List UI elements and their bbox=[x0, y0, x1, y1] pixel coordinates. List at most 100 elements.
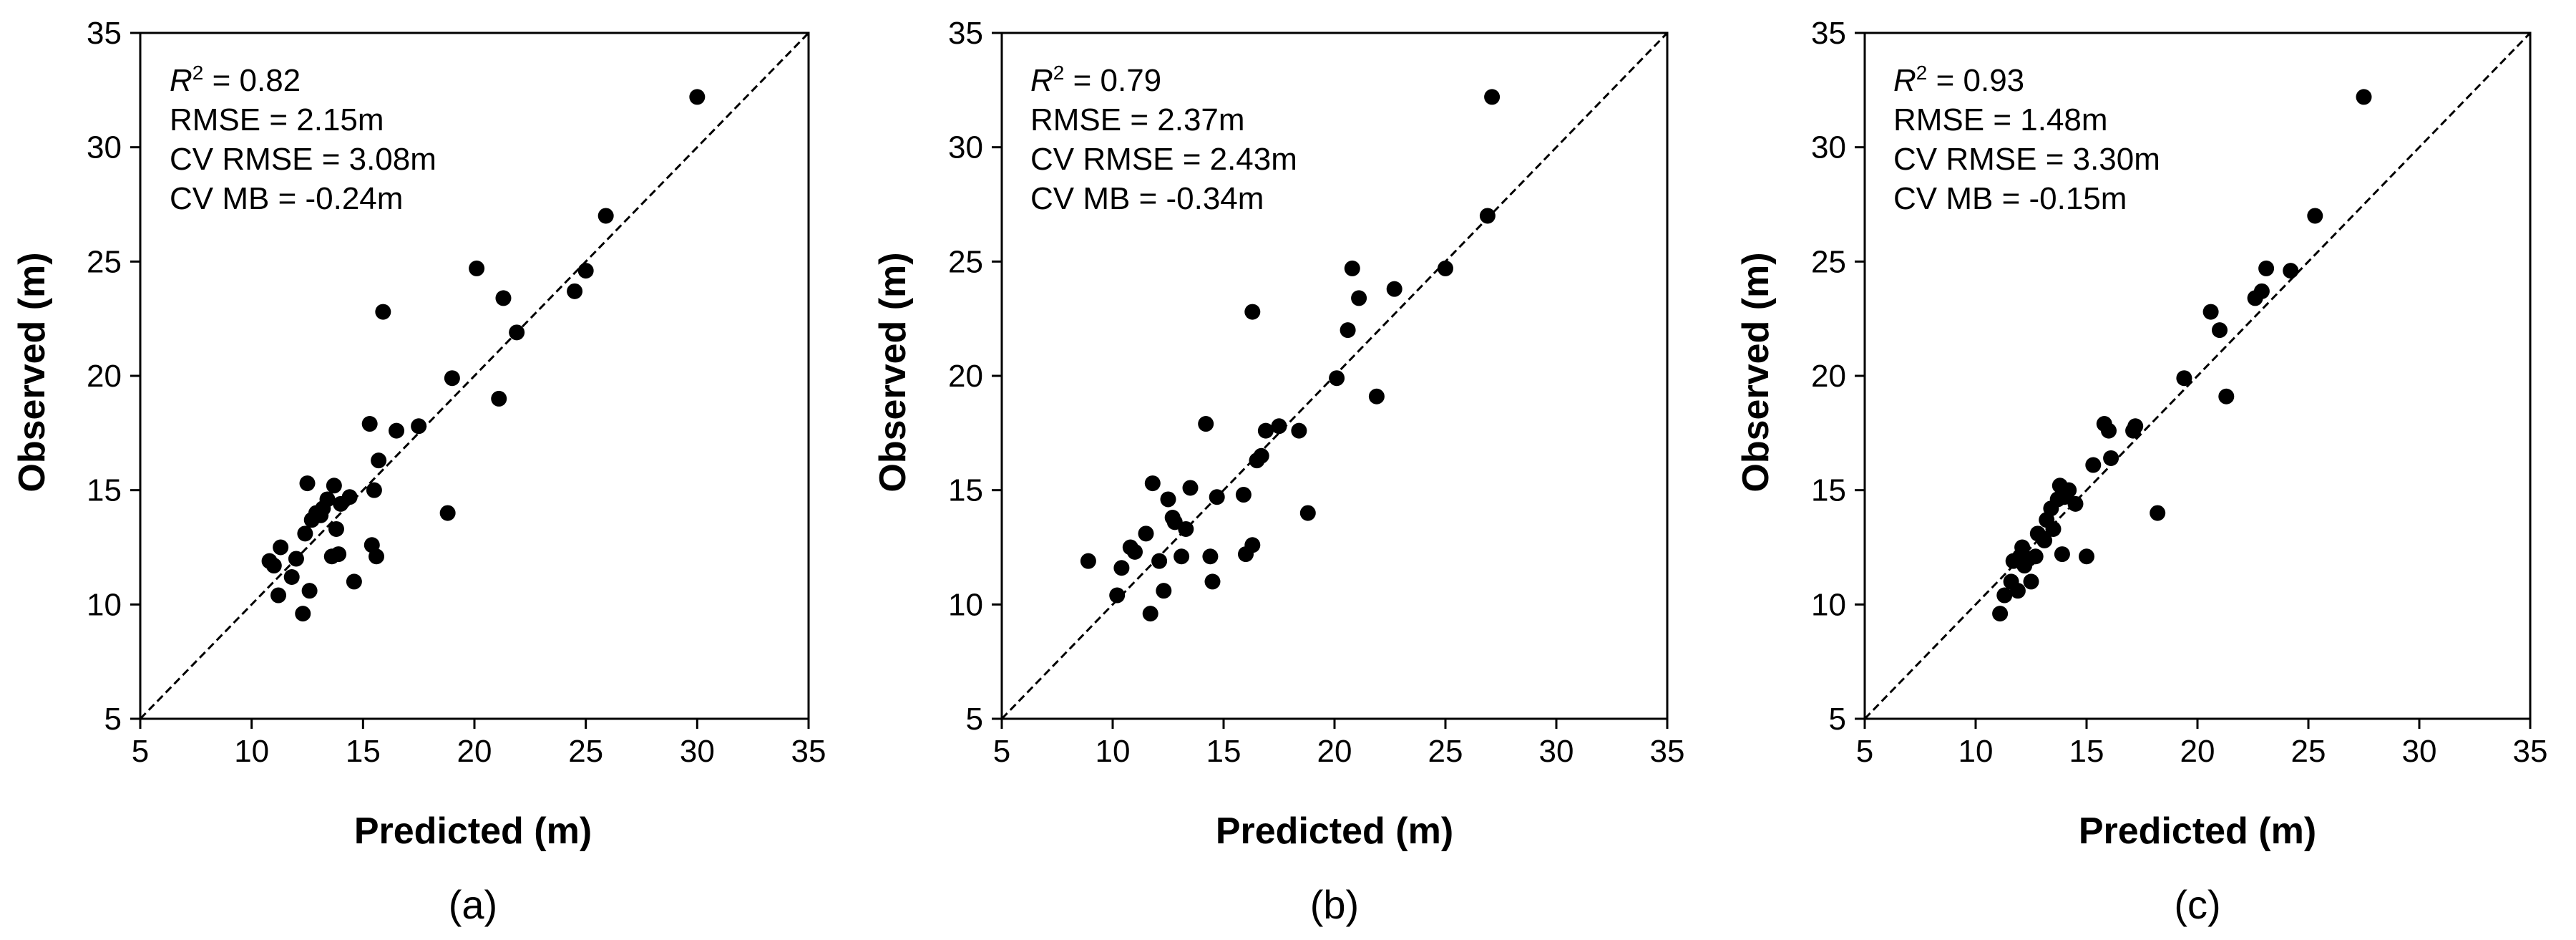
y-tick-label: 35 bbox=[87, 16, 122, 51]
one-to-one-line bbox=[1863, 32, 2532, 720]
data-point bbox=[1156, 583, 1172, 599]
data-point bbox=[2202, 304, 2219, 320]
r2-superscript: 2 bbox=[192, 62, 204, 84]
data-point bbox=[366, 482, 382, 498]
y-tick-label: 5 bbox=[1829, 702, 1846, 737]
y-tick-label: 25 bbox=[87, 244, 122, 279]
y-tick-label: 15 bbox=[1811, 473, 1846, 508]
panel-caption: (a) bbox=[449, 882, 497, 927]
x-tick-label: 10 bbox=[1958, 734, 1994, 769]
data-point bbox=[2218, 388, 2235, 404]
data-point bbox=[1253, 447, 1269, 464]
data-point bbox=[1144, 475, 1161, 492]
data-point bbox=[1113, 560, 1130, 576]
data-point bbox=[2014, 539, 2031, 556]
r2-symbol: R bbox=[1030, 63, 1053, 98]
data-point bbox=[299, 475, 316, 492]
data-point bbox=[1351, 290, 1367, 306]
data-point bbox=[328, 520, 344, 537]
stat-cv-rmse: CV RMSE = 3.08m bbox=[170, 142, 436, 177]
data-point bbox=[2061, 482, 2077, 498]
data-point bbox=[411, 418, 427, 435]
data-point bbox=[2283, 263, 2299, 279]
data-point bbox=[1438, 260, 1453, 276]
data-point bbox=[319, 491, 336, 508]
data-point bbox=[1299, 505, 1316, 521]
data-point bbox=[371, 452, 387, 469]
data-point bbox=[2127, 418, 2144, 435]
x-axis-title: Predicted (m) bbox=[2079, 810, 2316, 852]
data-point bbox=[1138, 525, 1154, 542]
x-tick-label: 10 bbox=[234, 734, 269, 769]
stat-r2: R2 = 0.93 bbox=[1893, 62, 2024, 98]
data-point bbox=[301, 583, 318, 599]
r2-symbol: R bbox=[170, 63, 192, 98]
data-point bbox=[1244, 537, 1261, 553]
y-axis-title: Observed (m) bbox=[11, 252, 53, 492]
data-point bbox=[1484, 89, 1501, 105]
x-tick-label: 5 bbox=[132, 734, 149, 769]
data-point bbox=[1244, 304, 1261, 320]
data-point bbox=[389, 422, 405, 439]
y-tick-label: 20 bbox=[87, 359, 122, 394]
x-tick-label: 20 bbox=[457, 734, 492, 769]
data-point bbox=[2079, 548, 2094, 565]
x-tick-label: 5 bbox=[1856, 734, 1873, 769]
data-point bbox=[2045, 520, 2062, 537]
data-point bbox=[2054, 546, 2070, 563]
data-point bbox=[1992, 606, 2009, 622]
panel-caption: (b) bbox=[1310, 882, 1359, 927]
data-point bbox=[346, 573, 362, 590]
data-point bbox=[1080, 553, 1096, 569]
y-tick-label: 30 bbox=[948, 130, 983, 165]
data-point bbox=[2085, 457, 2102, 473]
x-tick-label: 30 bbox=[680, 734, 715, 769]
stat-r2: R2 = 0.79 bbox=[1030, 62, 1161, 98]
data-point bbox=[270, 587, 287, 604]
data-point bbox=[369, 548, 385, 565]
data-point bbox=[1235, 487, 1252, 503]
data-point bbox=[597, 208, 614, 224]
data-point bbox=[1178, 520, 1194, 537]
stat-cv-mb: CV MB = -0.15m bbox=[1893, 181, 2127, 216]
data-point bbox=[295, 606, 311, 622]
data-point bbox=[1182, 480, 1199, 496]
x-tick-label: 35 bbox=[791, 734, 826, 769]
x-tick-label: 15 bbox=[346, 734, 381, 769]
y-tick-label: 15 bbox=[948, 473, 983, 508]
y-tick-label: 35 bbox=[1811, 16, 1846, 51]
x-axis-title: Predicted (m) bbox=[1216, 810, 1453, 852]
data-point bbox=[2067, 495, 2084, 512]
r2-value: = 0.93 bbox=[1927, 63, 2024, 98]
data-point bbox=[469, 260, 485, 276]
data-point bbox=[297, 525, 313, 542]
data-point bbox=[1151, 553, 1168, 569]
data-point bbox=[2176, 370, 2192, 387]
data-point bbox=[2027, 548, 2044, 565]
r2-superscript: 2 bbox=[1053, 62, 1065, 84]
y-tick-label: 5 bbox=[966, 702, 983, 737]
data-point bbox=[495, 290, 512, 306]
x-tick-label: 20 bbox=[2180, 734, 2215, 769]
data-point bbox=[1209, 489, 1225, 505]
data-point bbox=[491, 390, 507, 407]
data-point bbox=[439, 505, 456, 521]
data-point bbox=[1479, 208, 1496, 224]
data-point bbox=[326, 478, 342, 494]
x-tick-label: 25 bbox=[1428, 734, 1463, 769]
stat-rmse: RMSE = 2.15m bbox=[170, 102, 384, 137]
data-point bbox=[2356, 89, 2372, 105]
data-point bbox=[361, 416, 378, 432]
y-tick-label: 10 bbox=[948, 587, 983, 622]
x-tick-label: 35 bbox=[2513, 734, 2548, 769]
data-point bbox=[375, 304, 391, 320]
panel-a: R2 = 0.82 RMSE = 2.15m CV RMSE = 3.08m C… bbox=[11, 16, 826, 927]
y-tick-label: 20 bbox=[1811, 359, 1846, 394]
data-point bbox=[2023, 573, 2039, 590]
data-point bbox=[444, 370, 460, 387]
x-tick-label: 10 bbox=[1096, 734, 1131, 769]
panel-b: R2 = 0.79 RMSE = 2.37m CV RMSE = 2.43m C… bbox=[872, 16, 1684, 927]
data-point bbox=[2150, 505, 2166, 521]
r2-value: = 0.79 bbox=[1064, 63, 1161, 98]
data-point bbox=[1127, 543, 1143, 560]
